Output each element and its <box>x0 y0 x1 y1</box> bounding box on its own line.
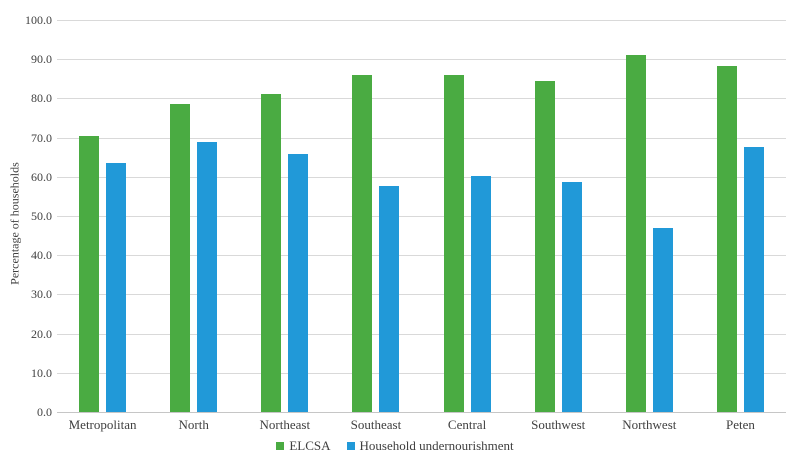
y-tick-label: 20.0 <box>31 326 52 341</box>
gridline <box>57 255 786 257</box>
y-tick-label: 100.0 <box>25 13 52 27</box>
legend-item: ELCSA <box>276 438 331 454</box>
bar-elcsa <box>170 104 191 412</box>
gridline <box>57 20 786 21</box>
y-tick-label: 90.0 <box>31 52 52 67</box>
x-axis-category-labels: Metropolitan North Northeast Southeast Centr… <box>57 417 786 433</box>
bar-household-undernourishment <box>743 147 764 412</box>
y-tick-label: 0.0 <box>37 405 52 419</box>
category-label: Northeast <box>259 417 311 432</box>
bar-elcsa <box>534 80 555 412</box>
gridline <box>57 98 786 100</box>
gridline <box>57 216 786 217</box>
x-axis-baseline <box>57 412 786 413</box>
category-label: Southwest <box>531 417 586 432</box>
category-label: North <box>178 417 209 432</box>
category-label: Metropolitan <box>68 417 137 432</box>
legend-label: ELCSA <box>289 438 331 453</box>
bar-group-southeast <box>330 20 421 412</box>
bar-elcsa <box>79 135 100 412</box>
bar-elcsa <box>625 54 646 412</box>
legend-swatch-icon <box>346 442 355 450</box>
bar-group-northwest <box>604 20 695 412</box>
legend-swatch-icon <box>276 442 285 450</box>
gridline <box>57 59 786 61</box>
y-tick-label: 60.0 <box>31 169 52 184</box>
bar-household-undernourishment <box>106 163 127 412</box>
bar-group-central <box>422 20 513 412</box>
bar-group-peten <box>695 20 786 412</box>
bar-elcsa <box>716 65 737 412</box>
category-label: Peten <box>725 417 755 432</box>
bar-household-undernourishment <box>379 185 400 412</box>
legend-label: Household undernourishment <box>359 438 514 453</box>
gridline <box>57 333 786 335</box>
bar-elcsa <box>352 74 373 412</box>
bar-household-undernourishment <box>197 141 218 412</box>
gridline <box>57 294 786 296</box>
bar-household-undernourishment <box>470 175 491 412</box>
y-tick-label: 50.0 <box>31 209 52 223</box>
bar-household-undernourishment <box>652 228 673 412</box>
bar-groups <box>57 20 786 412</box>
gridline <box>57 372 786 374</box>
gridline <box>57 176 786 178</box>
bar-group-north <box>148 20 239 412</box>
legend: ELCSA Household undernourishment <box>0 438 790 454</box>
category-label: Northwest <box>622 417 677 432</box>
bar-household-undernourishment <box>561 181 582 412</box>
y-tick-label: 10.0 <box>31 365 52 380</box>
plot-area <box>57 20 786 413</box>
bar-elcsa <box>261 94 282 412</box>
y-tick-label: 70.0 <box>31 130 52 145</box>
gridline <box>57 137 786 139</box>
y-tick-label: 30.0 <box>31 287 52 302</box>
legend-item: Household undernourishment <box>346 438 514 454</box>
bar-household-undernourishment <box>288 154 309 412</box>
category-label: Southeast <box>350 417 402 432</box>
category-label: Central <box>447 417 487 432</box>
bar-elcsa <box>443 75 464 412</box>
y-tick-label: 80.0 <box>31 91 52 106</box>
bar-group-southwest <box>513 20 604 412</box>
y-tick-label: 40.0 <box>31 248 52 263</box>
bar-group-metropolitan <box>57 20 148 412</box>
bar-group-northeast <box>239 20 330 412</box>
